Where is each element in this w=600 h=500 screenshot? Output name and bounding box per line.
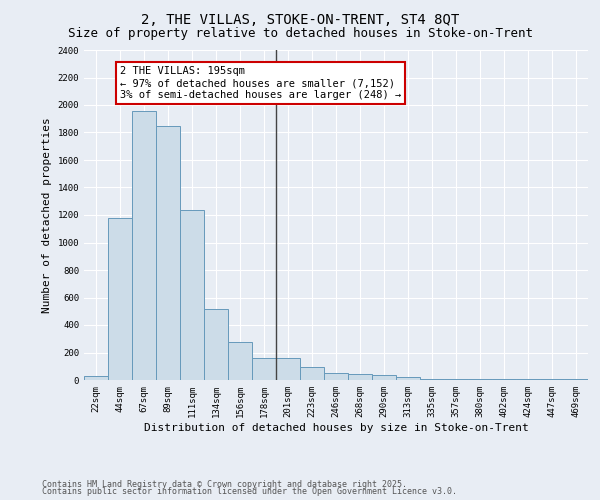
Bar bbox=[300, 367, 324, 380]
Bar bbox=[132, 110, 156, 380]
Text: Size of property relative to detached houses in Stoke-on-Trent: Size of property relative to detached ho… bbox=[67, 28, 533, 40]
Bar bbox=[396, 376, 420, 380]
Bar bbox=[108, 218, 132, 380]
Y-axis label: Number of detached properties: Number of detached properties bbox=[42, 117, 52, 313]
Bar bbox=[420, 378, 444, 380]
X-axis label: Distribution of detached houses by size in Stoke-on-Trent: Distribution of detached houses by size … bbox=[143, 422, 529, 432]
Bar bbox=[252, 358, 276, 380]
Bar bbox=[348, 374, 372, 380]
Bar bbox=[540, 378, 564, 380]
Text: 2 THE VILLAS: 195sqm
← 97% of detached houses are smaller (7,152)
3% of semi-det: 2 THE VILLAS: 195sqm ← 97% of detached h… bbox=[120, 66, 401, 100]
Bar bbox=[84, 376, 108, 380]
Bar bbox=[276, 358, 300, 380]
Text: 2, THE VILLAS, STOKE-ON-TRENT, ST4 8QT: 2, THE VILLAS, STOKE-ON-TRENT, ST4 8QT bbox=[141, 12, 459, 26]
Bar bbox=[444, 378, 468, 380]
Bar bbox=[180, 210, 204, 380]
Bar bbox=[228, 342, 252, 380]
Text: Contains HM Land Registry data © Crown copyright and database right 2025.: Contains HM Land Registry data © Crown c… bbox=[42, 480, 407, 489]
Bar bbox=[372, 374, 396, 380]
Bar bbox=[156, 126, 180, 380]
Bar bbox=[324, 373, 348, 380]
Bar bbox=[204, 308, 228, 380]
Text: Contains public sector information licensed under the Open Government Licence v3: Contains public sector information licen… bbox=[42, 487, 457, 496]
